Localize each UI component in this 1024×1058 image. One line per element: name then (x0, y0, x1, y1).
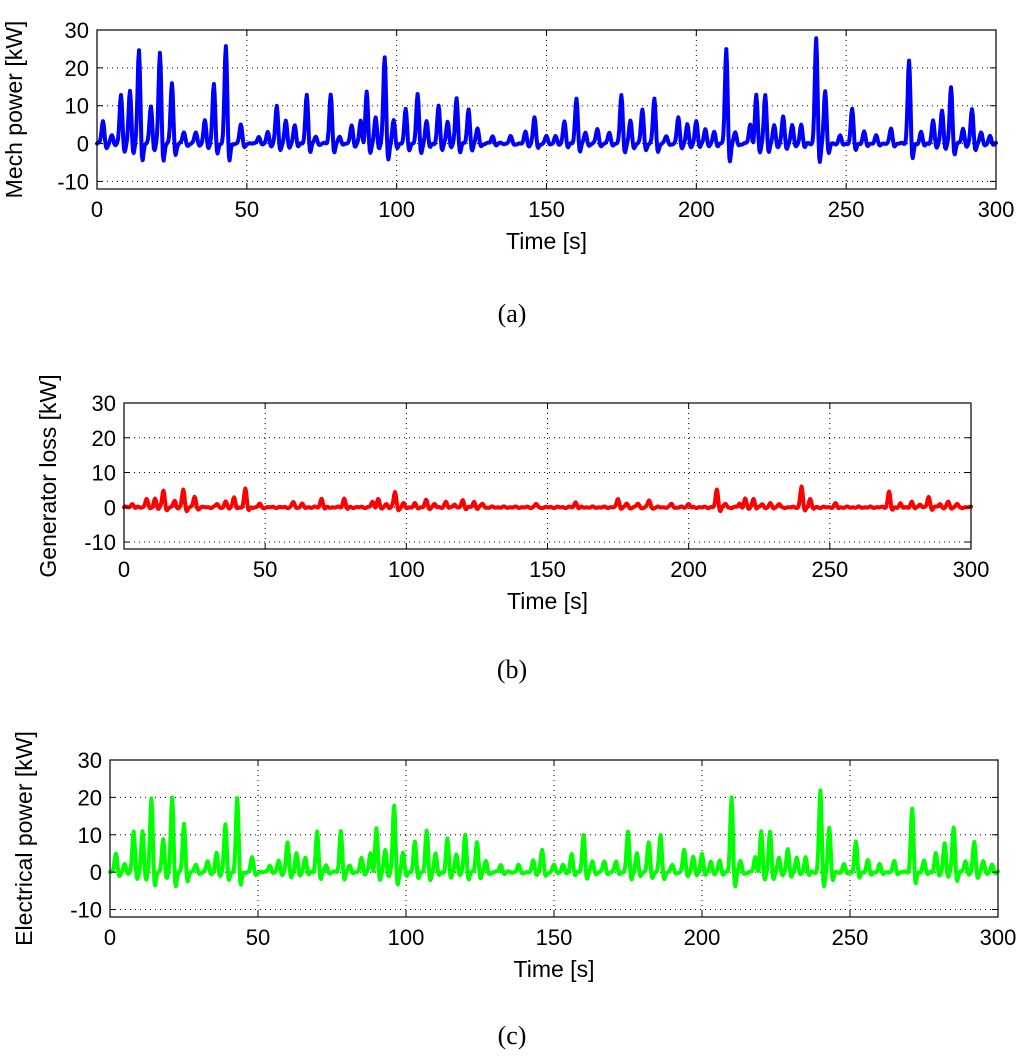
panel-1-x-tick-label: 50 (235, 197, 259, 222)
panel-2-x-tick-label: 250 (811, 557, 848, 582)
panel-1-plot-area (97, 30, 996, 189)
panel-1-x-tick-label: 100 (378, 197, 415, 222)
panel-1-x-tick-label: 150 (528, 197, 565, 222)
panel-2-x-tick-label: 100 (388, 557, 425, 582)
panel-1-caption: (a) (498, 299, 527, 328)
panel-2-x-tick-label: 50 (253, 557, 277, 582)
panel-1-x-axis-label: Time [s] (506, 228, 587, 254)
panel-3-x-tick-label: 50 (246, 925, 270, 950)
panel-3-x-tick-label: 100 (388, 925, 425, 950)
panel-3-y-tick-label: 10 (78, 823, 102, 848)
panel-1-x-tick-label: 250 (828, 197, 865, 222)
panel-1-x-tick-label: 200 (678, 197, 715, 222)
panel-2-y-tick-label: 20 (92, 426, 116, 451)
panel-2-series-line (122, 484, 973, 514)
panel-2-y-tick-label: 10 (92, 461, 116, 486)
panel-1-y-tick-label: 30 (65, 18, 89, 43)
panel-3-series-line (108, 788, 1000, 889)
panel-3-caption: (c) (498, 1021, 527, 1050)
panel-1-y-tick-label: 0 (77, 132, 89, 157)
panel-3-y-tick-label: -10 (70, 898, 102, 923)
panel-1-x-tick-label: 300 (978, 197, 1015, 222)
panel-2-x-tick-label: 200 (670, 557, 707, 582)
panel-3-y-tick-label: 30 (78, 748, 102, 773)
panel-3-x-tick-label: 150 (536, 925, 573, 950)
panel-1-series-line (95, 36, 998, 164)
panel-2-caption: (b) (497, 655, 527, 684)
panel-2-x-tick-label: 300 (953, 557, 990, 582)
panel-1-x-tick-label: 0 (91, 197, 103, 222)
panel-1-y-axis-label: Mech power [kW] (1, 21, 27, 199)
panel-1-y-tick-label: 20 (65, 56, 89, 81)
panel-3-x-tick-label: 300 (980, 925, 1017, 950)
panel-1-y-tick-label: -10 (57, 169, 89, 194)
panel-2-y-tick-label: 30 (92, 391, 116, 416)
panel-2-y-axis-label: Generator loss [kW] (35, 374, 61, 577)
panel-3-x-tick-label: 200 (684, 925, 721, 950)
panel-2-y-tick-label: -10 (84, 530, 116, 555)
panel-2-x-axis-label: Time [s] (507, 588, 588, 614)
panel-3-y-axis-label: Electrical power [kW] (11, 731, 37, 946)
panel-2-plot-area (124, 403, 971, 549)
panel-3-x-tick-label: 250 (832, 925, 869, 950)
panel-3-y-tick-label: 20 (78, 785, 102, 810)
panel-3-x-tick-label: 0 (104, 925, 116, 950)
panel-3-y-tick-label: 0 (90, 860, 102, 885)
panel-2-x-tick-label: 0 (118, 557, 130, 582)
panel-2-y-tick-label: 0 (104, 495, 116, 520)
panel-3-x-axis-label: Time [s] (514, 956, 595, 982)
panel-2-x-tick-label: 150 (529, 557, 566, 582)
panel-3-plot-area (110, 760, 998, 917)
panel-1-y-tick-label: 10 (65, 94, 89, 119)
